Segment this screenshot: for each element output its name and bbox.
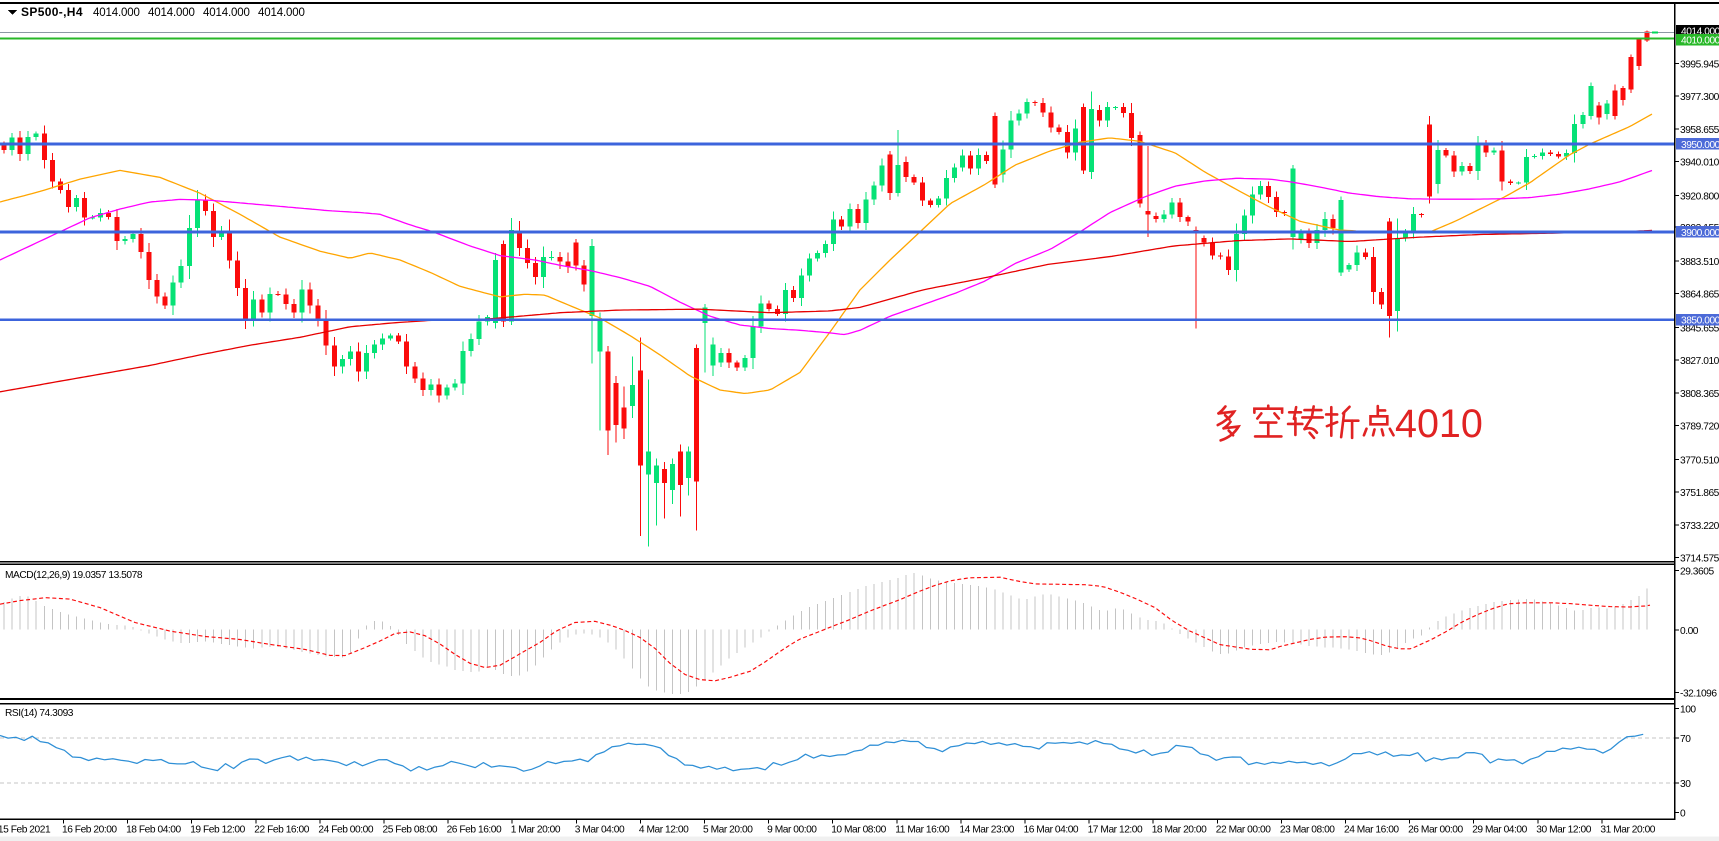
svg-text:16 Feb 20:00: 16 Feb 20:00 bbox=[62, 825, 117, 836]
svg-text:MACD(12,26,9) 19.0357 13.5078: MACD(12,26,9) 19.0357 13.5078 bbox=[5, 570, 143, 581]
svg-text:4014.000: 4014.000 bbox=[1681, 27, 1719, 38]
svg-text:3995.945: 3995.945 bbox=[1680, 59, 1719, 70]
svg-text:30: 30 bbox=[1680, 779, 1691, 790]
svg-text:3 Mar 04:00: 3 Mar 04:00 bbox=[575, 825, 625, 836]
svg-text:4010: 4010 bbox=[1395, 402, 1483, 446]
svg-text:3714.575: 3714.575 bbox=[1680, 554, 1719, 565]
svg-text:1 Mar 20:00: 1 Mar 20:00 bbox=[511, 825, 561, 836]
svg-text:18 Mar 20:00: 18 Mar 20:00 bbox=[1152, 825, 1207, 836]
svg-text:70: 70 bbox=[1680, 734, 1691, 745]
svg-text:22 Feb 16:00: 22 Feb 16:00 bbox=[254, 825, 309, 836]
svg-text:10 Mar 08:00: 10 Mar 08:00 bbox=[831, 825, 886, 836]
svg-text:14 Mar 23:00: 14 Mar 23:00 bbox=[959, 825, 1014, 836]
svg-text:19 Feb 12:00: 19 Feb 12:00 bbox=[190, 825, 245, 836]
svg-text:3977.300: 3977.300 bbox=[1680, 92, 1719, 103]
svg-text:3845.655: 3845.655 bbox=[1680, 323, 1719, 334]
svg-text:3864.865: 3864.865 bbox=[1680, 290, 1719, 301]
svg-text:18 Feb 04:00: 18 Feb 04:00 bbox=[126, 825, 181, 836]
svg-text:4010.000: 4010.000 bbox=[1681, 36, 1719, 47]
svg-text:0: 0 bbox=[1680, 809, 1686, 820]
svg-text:3950.000: 3950.000 bbox=[1681, 140, 1719, 151]
svg-text:3733.220: 3733.220 bbox=[1680, 521, 1719, 532]
svg-text:3850.000: 3850.000 bbox=[1681, 316, 1719, 327]
svg-text:9 Mar 00:00: 9 Mar 00:00 bbox=[767, 825, 817, 836]
svg-text:17 Mar 12:00: 17 Mar 12:00 bbox=[1088, 825, 1143, 836]
svg-text:RSI(14) 74.3093: RSI(14) 74.3093 bbox=[5, 708, 74, 719]
svg-text:16 Mar 04:00: 16 Mar 04:00 bbox=[1024, 825, 1079, 836]
svg-text:3958.655: 3958.655 bbox=[1680, 125, 1719, 136]
svg-text:29 Mar 04:00: 29 Mar 04:00 bbox=[1472, 825, 1527, 836]
svg-text:29.3605: 29.3605 bbox=[1680, 567, 1714, 578]
svg-text:0.00: 0.00 bbox=[1680, 626, 1699, 637]
svg-text:100: 100 bbox=[1680, 705, 1696, 716]
svg-text:SP500-,H4: SP500-,H4 bbox=[21, 5, 83, 19]
svg-text:3751.865: 3751.865 bbox=[1680, 488, 1719, 499]
svg-text:3808.365: 3808.365 bbox=[1680, 389, 1719, 400]
svg-text:30 Mar 12:00: 30 Mar 12:00 bbox=[1536, 825, 1591, 836]
svg-text:-32.1096: -32.1096 bbox=[1680, 689, 1717, 700]
svg-text:3883.510: 3883.510 bbox=[1680, 257, 1719, 268]
svg-text:3920.800: 3920.800 bbox=[1680, 191, 1719, 202]
svg-text:4014.000 4014.000 4014.000 401: 4014.000 4014.000 4014.000 4014.000 bbox=[93, 7, 305, 19]
svg-text:5 Mar 20:00: 5 Mar 20:00 bbox=[703, 825, 753, 836]
svg-text:22 Mar 00:00: 22 Mar 00:00 bbox=[1216, 825, 1271, 836]
svg-text:3900.000: 3900.000 bbox=[1681, 228, 1719, 239]
svg-text:24 Mar 16:00: 24 Mar 16:00 bbox=[1344, 825, 1399, 836]
svg-text:15 Feb 2021: 15 Feb 2021 bbox=[0, 825, 51, 836]
svg-text:23 Mar 08:00: 23 Mar 08:00 bbox=[1280, 825, 1335, 836]
svg-text:11 Mar 16:00: 11 Mar 16:00 bbox=[895, 825, 950, 836]
svg-text:26 Mar 00:00: 26 Mar 00:00 bbox=[1408, 825, 1463, 836]
svg-text:26 Feb 16:00: 26 Feb 16:00 bbox=[447, 825, 502, 836]
svg-text:3940.010: 3940.010 bbox=[1680, 158, 1719, 169]
svg-text:3789.720: 3789.720 bbox=[1680, 422, 1719, 433]
svg-text:31 Mar 20:00: 31 Mar 20:00 bbox=[1600, 825, 1655, 836]
svg-text:24 Feb 00:00: 24 Feb 00:00 bbox=[318, 825, 373, 836]
svg-text:3770.510: 3770.510 bbox=[1680, 455, 1719, 466]
svg-text:25 Feb 08:00: 25 Feb 08:00 bbox=[383, 825, 438, 836]
svg-text:3827.010: 3827.010 bbox=[1680, 356, 1719, 367]
svg-text:4 Mar 12:00: 4 Mar 12:00 bbox=[639, 825, 689, 836]
